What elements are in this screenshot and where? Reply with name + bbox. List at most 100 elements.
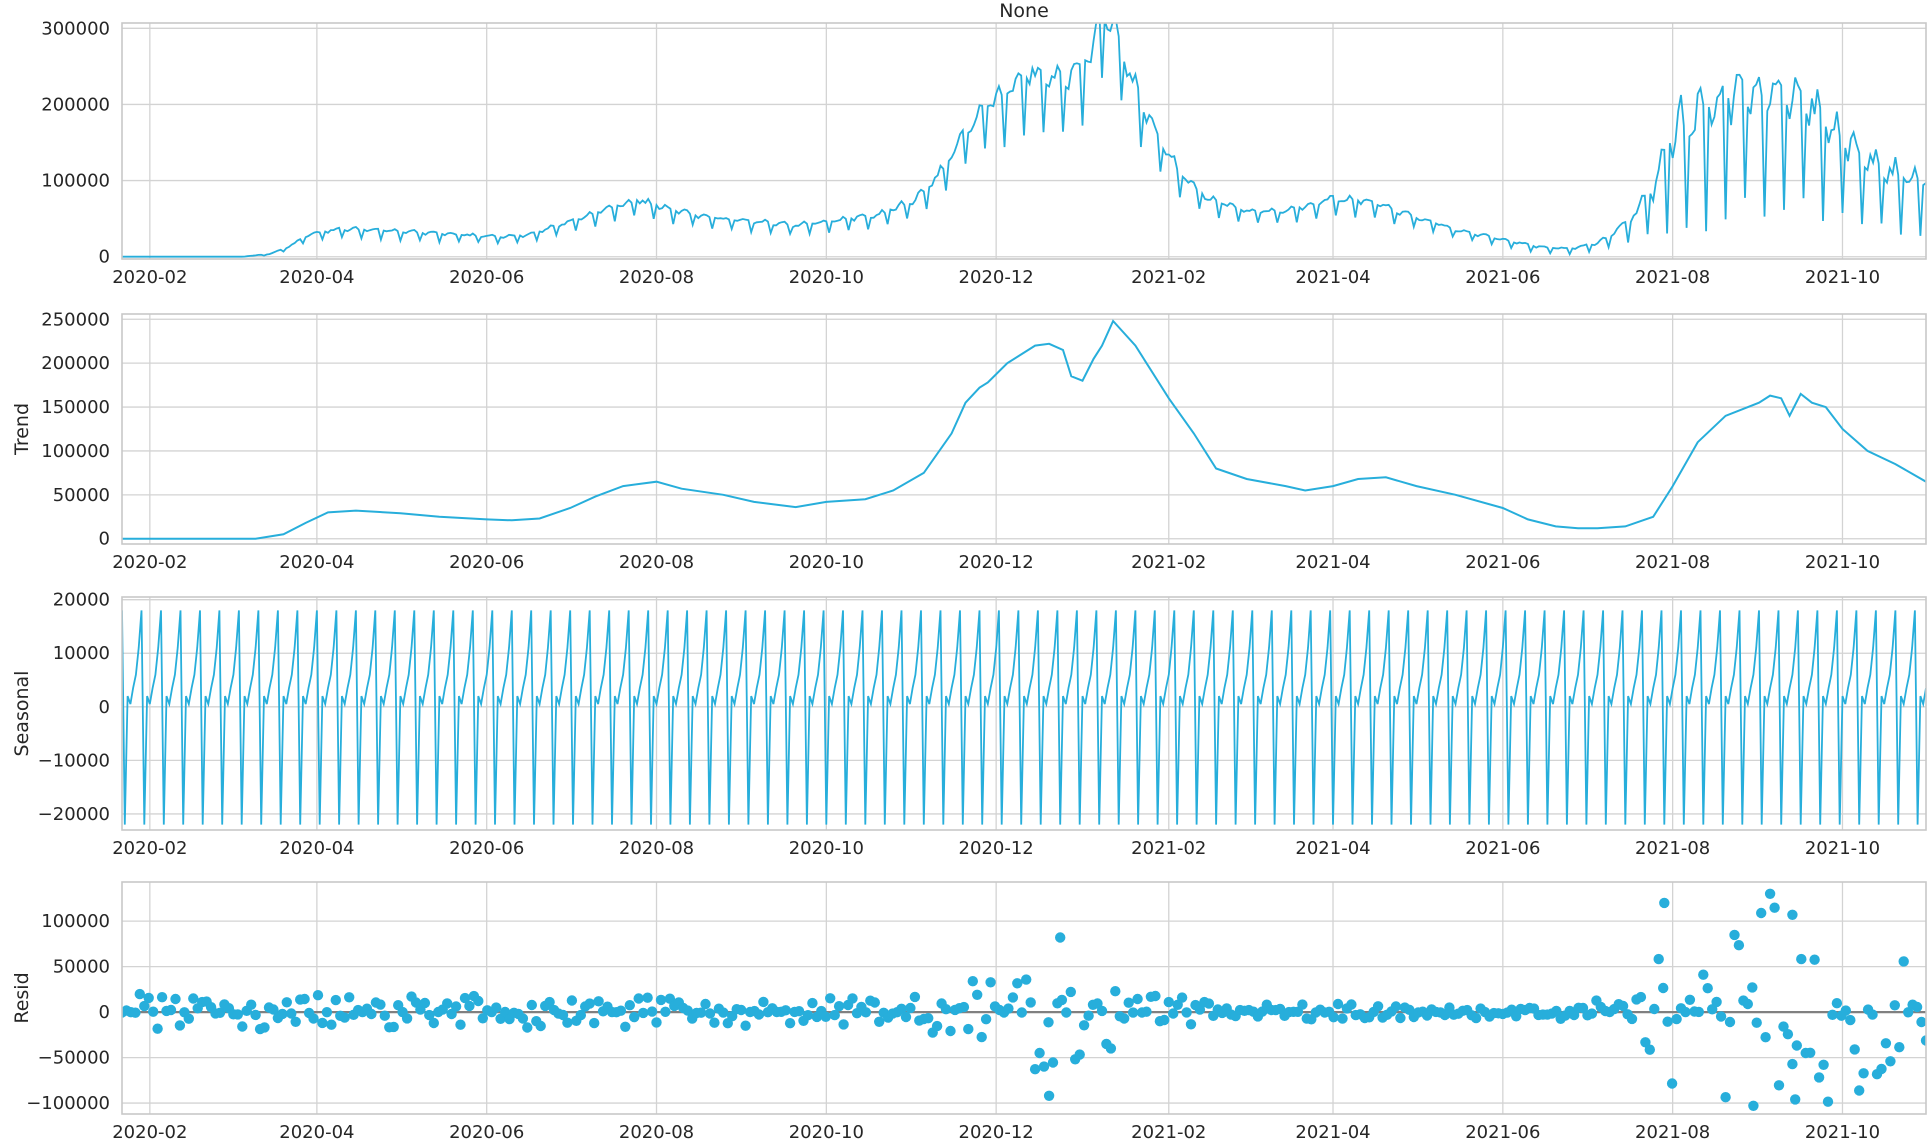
resid-point bbox=[522, 1022, 533, 1033]
resid-point bbox=[700, 998, 711, 1010]
resid-point bbox=[1684, 994, 1696, 1005]
resid-point bbox=[1038, 1061, 1050, 1072]
panel-observed: 2020-02 2020-04 2020-06 2020-08 2020-10 2020-… bbox=[41, 18, 1927, 288]
resid-point bbox=[784, 1018, 796, 1029]
resid-point bbox=[1845, 1014, 1856, 1026]
y-tick-label: 20000 bbox=[53, 590, 110, 611]
resid-point bbox=[459, 992, 471, 1004]
x-tick-label: 2021-10 bbox=[1805, 1122, 1880, 1143]
resid-point bbox=[464, 1000, 475, 1012]
resid-point bbox=[1698, 969, 1709, 980]
resid-point bbox=[1756, 907, 1767, 919]
resid-point bbox=[1078, 1020, 1090, 1031]
resid-point bbox=[1653, 953, 1664, 965]
resid-point bbox=[651, 1017, 662, 1028]
x-tick-label: 2021-08 bbox=[1635, 267, 1710, 288]
y-axis-label: Resid bbox=[11, 972, 33, 1023]
resid-point bbox=[232, 1009, 243, 1020]
resid-point bbox=[833, 1001, 845, 1012]
resid-point bbox=[526, 999, 537, 1011]
resid-point bbox=[388, 1021, 399, 1033]
resid-point bbox=[557, 1009, 569, 1021]
x-tick-label: 2020-02 bbox=[112, 552, 187, 573]
resid-point bbox=[1025, 997, 1036, 1008]
resid-point bbox=[1760, 1032, 1771, 1043]
y-axis-label: Trend bbox=[11, 403, 33, 456]
resid-point bbox=[1163, 996, 1175, 1008]
x-tick-label: 2020-02 bbox=[112, 267, 187, 288]
resid-point bbox=[1818, 1059, 1829, 1071]
observed-series-line bbox=[122, 23, 1926, 258]
resid-point bbox=[1074, 1049, 1085, 1060]
resid-point bbox=[1742, 998, 1754, 1010]
resid-point bbox=[575, 1009, 586, 1021]
resid-point bbox=[780, 1005, 791, 1016]
resid-point bbox=[1764, 888, 1776, 899]
resid-point bbox=[1805, 1047, 1816, 1059]
resid-point bbox=[1644, 1044, 1656, 1055]
y-tick-label: 0 bbox=[99, 529, 110, 550]
resid-point bbox=[1778, 1021, 1789, 1032]
resid-point bbox=[584, 998, 595, 1009]
resid-point bbox=[847, 993, 858, 1004]
x-tick-label: 2021-06 bbox=[1465, 1122, 1540, 1143]
x-tick-label: 2021-06 bbox=[1465, 552, 1540, 573]
resid-point bbox=[442, 998, 453, 1009]
resid-point bbox=[740, 1020, 751, 1031]
y-tick-label: 300000 bbox=[41, 18, 110, 39]
resid-point bbox=[1858, 1068, 1869, 1079]
resid-point bbox=[624, 1000, 635, 1011]
resid-point bbox=[896, 1003, 907, 1014]
resid-point bbox=[642, 992, 653, 1003]
resid-point bbox=[1096, 1005, 1108, 1017]
resid-point bbox=[455, 1019, 466, 1030]
trend-series-line bbox=[122, 319, 1926, 540]
resid-point bbox=[1702, 983, 1713, 994]
x-tick-label: 2021-10 bbox=[1805, 552, 1880, 573]
resid-point bbox=[1831, 998, 1843, 1009]
resid-point bbox=[1920, 1035, 1926, 1046]
resid-point bbox=[829, 1009, 840, 1021]
x-tick-label: 2021-02 bbox=[1131, 552, 1206, 573]
resid-point bbox=[820, 1011, 831, 1022]
resid-point bbox=[1658, 982, 1669, 994]
x-tick-label: 2020-04 bbox=[279, 267, 354, 288]
series-layer-resid bbox=[122, 888, 1926, 1112]
resid-point bbox=[1328, 1012, 1339, 1023]
plot-frame bbox=[121, 22, 1927, 260]
resid-point bbox=[682, 1005, 693, 1016]
resid-point bbox=[940, 1004, 952, 1015]
resid-point bbox=[1372, 1001, 1384, 1012]
resid-point bbox=[633, 993, 644, 1004]
resid-point bbox=[428, 1017, 439, 1029]
x-tick-label: 2020-02 bbox=[112, 1122, 187, 1143]
plot-frame bbox=[121, 313, 1927, 545]
x-tick-label: 2021-04 bbox=[1295, 838, 1370, 859]
resid-point bbox=[931, 1020, 943, 1032]
x-tick-label: 2020-12 bbox=[959, 838, 1034, 859]
resid-point bbox=[321, 1007, 333, 1018]
resid-point bbox=[1110, 986, 1121, 997]
resid-point bbox=[143, 992, 154, 1004]
resid-point bbox=[1346, 999, 1357, 1010]
resid-point bbox=[1176, 992, 1188, 1003]
series-layer-seasonal bbox=[122, 610, 1926, 825]
x-tick-label: 2020-08 bbox=[619, 267, 694, 288]
resid-point bbox=[1055, 932, 1066, 943]
resid-point bbox=[1626, 1013, 1638, 1025]
resid-point bbox=[1083, 1010, 1094, 1021]
x-tick-label: 2020-04 bbox=[279, 552, 354, 573]
x-tick-label: 2020-06 bbox=[449, 552, 524, 573]
resid-point bbox=[1662, 1016, 1673, 1027]
resid-point bbox=[1885, 1056, 1896, 1067]
resid-point bbox=[1034, 1047, 1045, 1059]
resid-point bbox=[1105, 1043, 1117, 1054]
x-tick-label: 2021-02 bbox=[1131, 267, 1206, 288]
y-tick-label: 150000 bbox=[41, 397, 110, 418]
panel-resid: 2020-02 2020-04 2020-06 2020-08 2020-10 2020-… bbox=[11, 881, 1927, 1143]
x-tick-label: 2021-10 bbox=[1805, 838, 1880, 859]
x-tick-label: 2021-04 bbox=[1295, 552, 1370, 573]
resid-point bbox=[638, 1007, 649, 1019]
y-tick-label: 50000 bbox=[53, 485, 110, 506]
resid-point bbox=[1617, 1000, 1629, 1012]
